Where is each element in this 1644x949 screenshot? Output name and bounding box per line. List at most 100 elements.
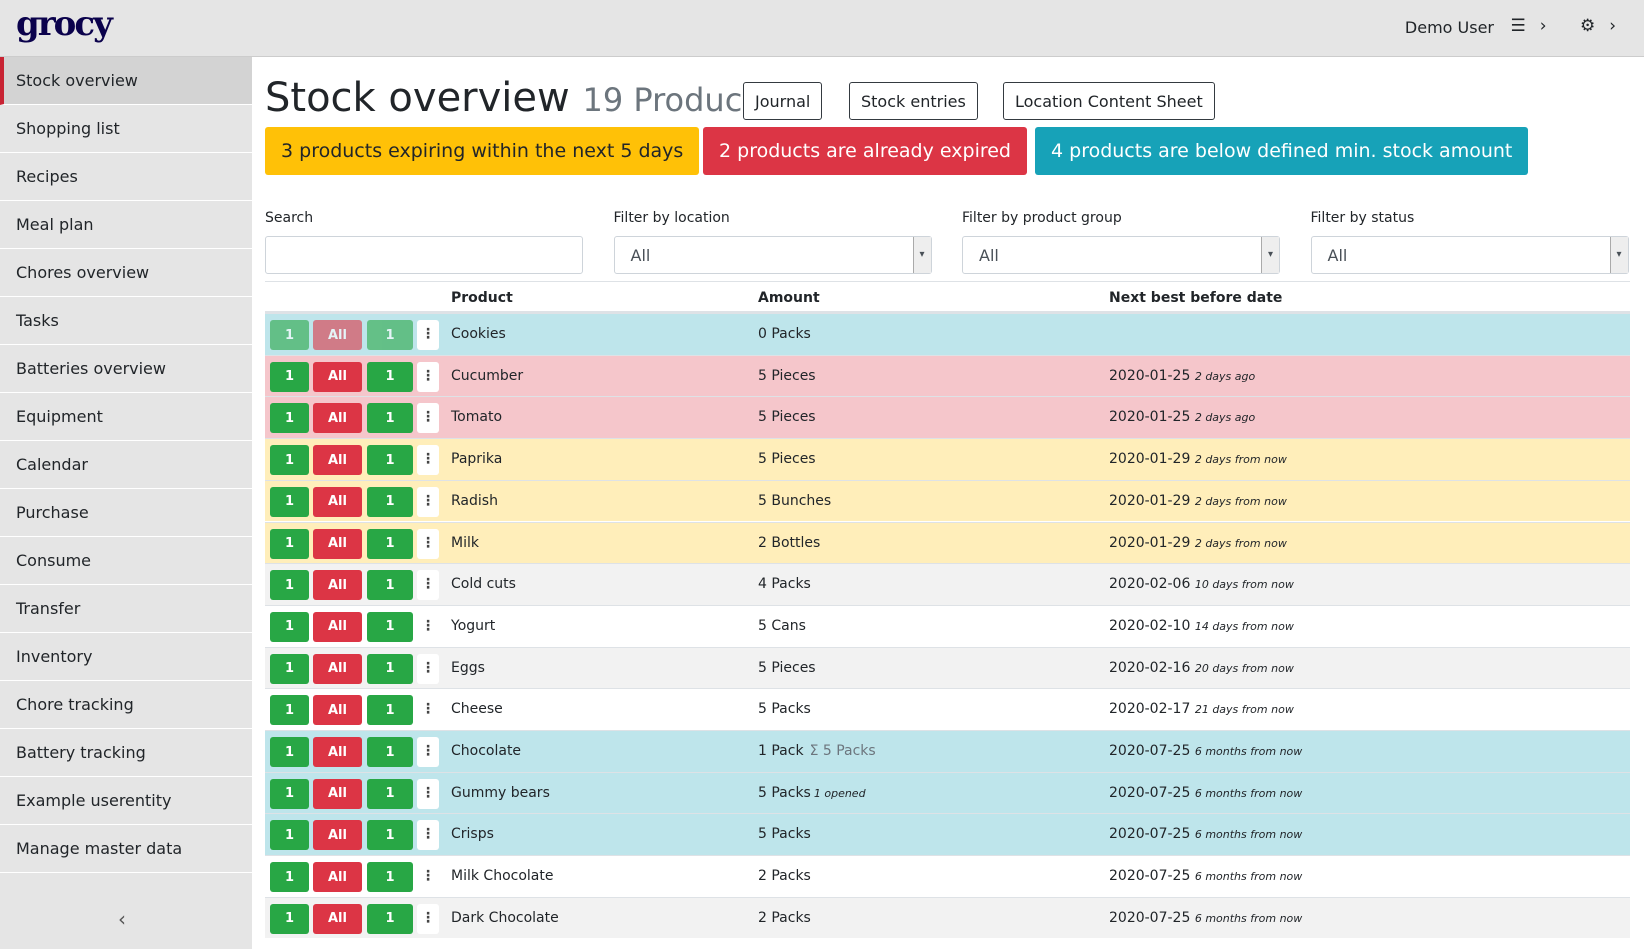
nav-item[interactable]: Shopping list [0,105,252,153]
row-menu[interactable]: ⋮ [417,778,439,809]
row-menu[interactable]: ⋮ [417,820,439,851]
action-button[interactable]: 1 [270,570,309,601]
product-name[interactable]: Chocolate [451,743,522,759]
action-button[interactable]: 1 [270,403,309,434]
action-button[interactable]: All [313,695,362,726]
nav-item[interactable]: Purchase [0,489,252,537]
action-button[interactable]: 1 [270,695,309,726]
action-button[interactable]: 1 [270,820,309,851]
filter-input[interactable]: All ▾ [962,236,1280,274]
alert[interactable]: 2 products are already expired [703,127,1027,175]
column-header[interactable]: Next best before date [1109,290,1283,306]
action-button[interactable]: 1 [367,737,413,767]
nav-item[interactable]: Meal plan [0,201,252,249]
action-button[interactable]: 1 [270,653,309,684]
action-button[interactable]: 1 [367,528,413,559]
toolbar-button[interactable]: Location Content Sheet [1003,82,1215,120]
action-button[interactable]: All [313,820,362,851]
toolbar-button[interactable]: Journal [743,82,823,120]
action-button[interactable]: 1 [367,320,413,350]
action-button[interactable]: 1 [367,903,413,934]
action-button[interactable]: 1 [270,486,309,517]
product-name[interactable]: Cold cuts [451,576,516,593]
nav-item[interactable]: Consume [0,537,252,585]
action-button[interactable]: 1 [270,361,309,392]
action-button[interactable]: All [313,653,362,684]
brand[interactable]: grocy [16,4,113,44]
action-button[interactable]: 1 [367,653,413,684]
row-menu[interactable]: ⋮ [417,361,439,392]
action-button[interactable]: 1 [367,862,413,893]
filter-input[interactable]: All ▾ [1310,236,1629,274]
product-name[interactable]: Crisps [451,826,494,843]
product-name[interactable]: Dark Chocolate [451,909,559,926]
nav-item[interactable]: Batteries overview [0,345,252,393]
action-button[interactable]: 1 [367,445,413,476]
collapse-toggle[interactable]: ‹ [118,907,126,931]
row-menu[interactable]: ⋮ [417,653,439,684]
row-menu[interactable]: ⋮ [417,486,439,517]
action-button[interactable]: All [313,862,362,893]
settings-icons[interactable]: ☰› ⚙› [1510,16,1630,36]
action-button[interactable]: 1 [270,445,309,476]
filter-input[interactable]: All ▾ [613,236,932,274]
row-menu[interactable]: ⋮ [417,403,439,434]
product-name[interactable]: Tomato [451,409,503,426]
action-button[interactable]: 1 [270,903,309,934]
product-name[interactable]: Cheese [451,701,503,718]
action-button[interactable]: All [313,570,362,601]
action-button[interactable]: 1 [270,611,309,642]
nav-item[interactable]: Manage master data [0,825,252,873]
action-button[interactable]: 1 [270,320,309,350]
action-button[interactable]: 1 [367,778,413,809]
action-button[interactable]: 1 [367,486,413,517]
action-button[interactable]: 1 [367,403,413,434]
nav-item[interactable]: Stock overview [0,57,252,105]
action-button[interactable]: All [313,737,362,767]
action-button[interactable]: 1 [367,611,413,642]
action-button[interactable]: All [313,611,362,642]
nav-item[interactable]: Tasks [0,297,252,345]
action-button[interactable]: All [313,361,362,392]
product-name[interactable]: Cookies [451,326,506,342]
action-button[interactable]: All [313,403,362,434]
nav-item[interactable]: Chores overview [0,249,252,297]
nav-item[interactable]: Example userentity [0,777,252,825]
action-button[interactable]: All [313,528,362,559]
alert[interactable]: 3 products expiring within the next 5 da… [265,127,700,175]
action-button[interactable]: All [313,903,362,934]
product-name[interactable]: Gummy bears [451,784,550,801]
row-menu[interactable]: ⋮ [417,320,439,350]
action-button[interactable]: 1 [367,820,413,851]
row-menu[interactable]: ⋮ [417,862,439,893]
user-menu[interactable]: Demo User [1404,18,1494,37]
column-header[interactable]: Amount [758,290,820,306]
toolbar-button[interactable]: Stock entries [849,82,978,120]
alert[interactable]: 4 products are below defined min. stock … [1035,127,1529,175]
nav-item[interactable]: Equipment [0,393,252,441]
action-button[interactable]: 1 [367,361,413,392]
action-button[interactable]: All [313,778,362,809]
nav-item[interactable]: Chore tracking [0,681,252,729]
nav-item[interactable]: Calendar [0,441,252,489]
row-menu[interactable]: ⋮ [417,903,439,934]
action-button[interactable]: 1 [270,778,309,809]
product-name[interactable]: Milk [451,534,479,551]
row-menu[interactable]: ⋮ [417,611,439,642]
product-name[interactable]: Yogurt [451,617,496,634]
row-menu[interactable]: ⋮ [417,695,439,726]
product-name[interactable]: Milk Chocolate [451,868,554,885]
action-button[interactable]: 1 [270,528,309,559]
row-menu[interactable]: ⋮ [417,570,439,601]
product-name[interactable]: Paprika [451,451,503,468]
column-header[interactable]: Product [451,290,513,306]
nav-item[interactable]: Battery tracking [0,729,252,777]
nav-item[interactable]: Inventory [0,633,252,681]
product-name[interactable]: Cucumber [451,367,524,384]
action-button[interactable]: All [313,320,362,350]
action-button[interactable]: 1 [270,737,309,767]
row-menu[interactable]: ⋮ [417,528,439,559]
nav-item[interactable]: Transfer [0,585,252,633]
action-button[interactable]: 1 [367,695,413,726]
product-name[interactable]: Radish [451,492,498,509]
